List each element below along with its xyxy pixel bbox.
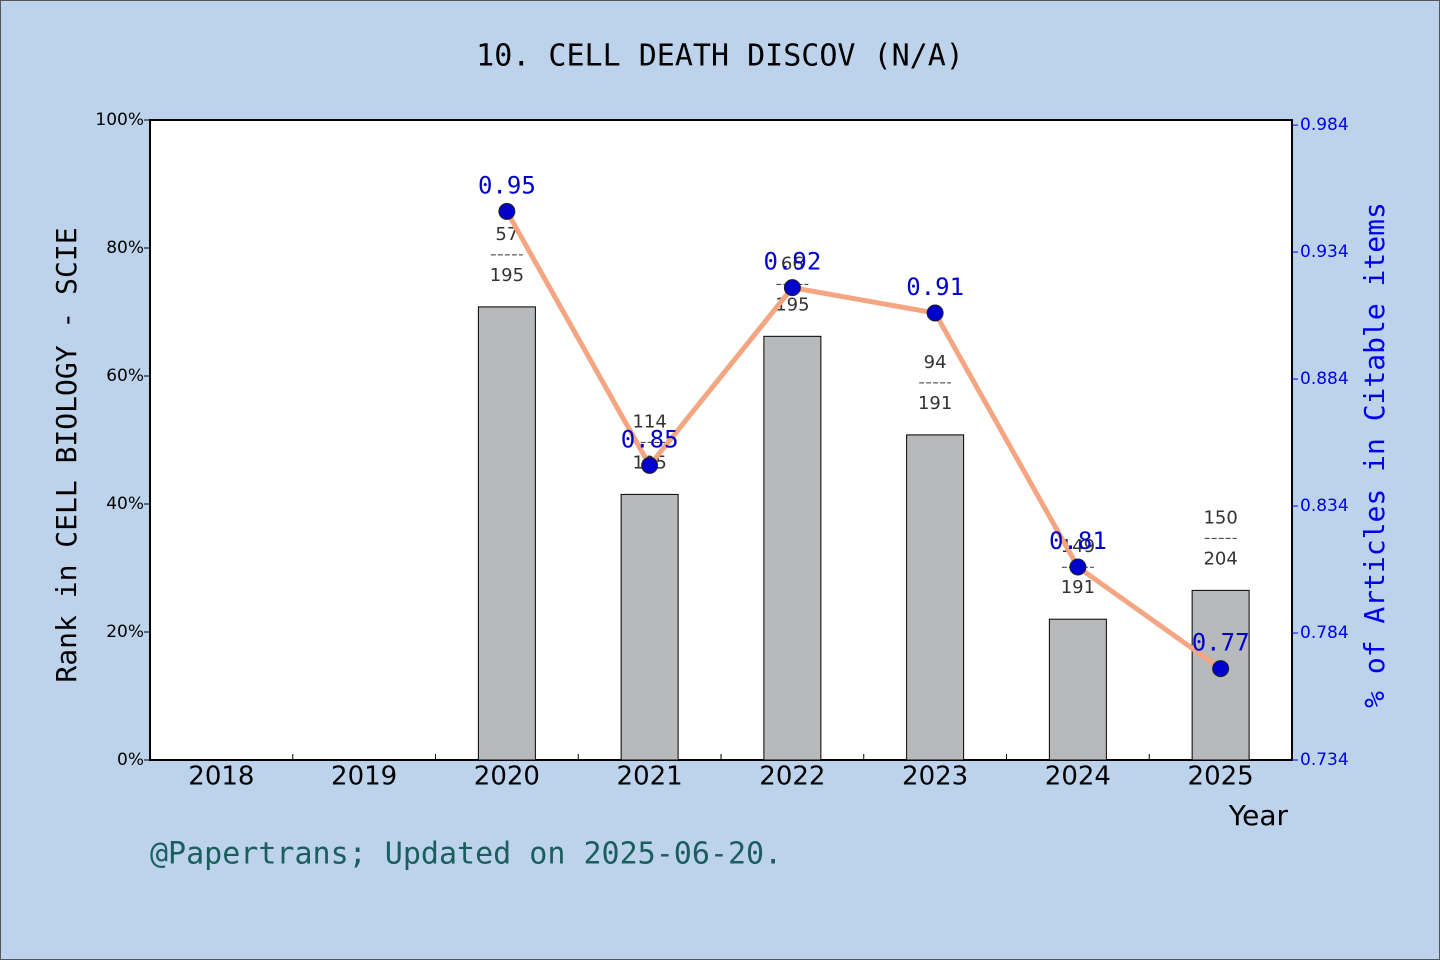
x-tick-label: 2024 (1045, 762, 1111, 792)
value-label: 0.85 (621, 425, 679, 453)
x-tick-label: 2022 (759, 762, 825, 792)
point (1069, 558, 1087, 576)
value-label: 0.77 (1192, 629, 1250, 657)
value-label: 0.91 (906, 273, 964, 301)
y2-axis-label: % of Articles in Citable items (1358, 202, 1391, 708)
y-tick-label: 0% (117, 750, 144, 770)
y-tick-label: 40% (106, 494, 144, 514)
bar (906, 434, 965, 761)
total-label: 195 (490, 265, 524, 286)
x-tick-label: 2023 (902, 762, 968, 792)
total-label: 204 (1203, 548, 1237, 569)
y2-tick-label: 0.934 (1300, 242, 1349, 262)
plot-area (149, 119, 1293, 761)
x-tick-label: 2020 (474, 762, 540, 792)
rank-label: 66 (781, 253, 804, 274)
total-label: 191 (918, 393, 952, 414)
total-label: 191 (1061, 577, 1095, 598)
value-label: 0.95 (478, 171, 536, 199)
line (504, 210, 1223, 671)
y-axis-label: Rank in CELL BIOLOGY - SCIE (50, 227, 83, 682)
value-label: 0.81 (1049, 527, 1107, 555)
point (498, 202, 516, 220)
bar (620, 493, 679, 761)
y2-tick-label: 0.884 (1300, 369, 1349, 389)
point (926, 304, 944, 322)
x-tick-label: 2019 (331, 762, 397, 792)
y2-tick-label: 0.734 (1300, 750, 1349, 770)
value-label: 0.92 (763, 248, 821, 276)
bar (1048, 618, 1107, 761)
point (1212, 660, 1230, 678)
y2-tick-label: 0.784 (1300, 623, 1349, 643)
x-axis-label: Year (1228, 799, 1289, 832)
y2-tick-label: 0.834 (1300, 496, 1349, 516)
y2-tick-label: 0.984 (1300, 115, 1349, 135)
chart-title: 10. CELL DEATH DISCOV (N/A) (476, 39, 964, 74)
x-tick-label: 2018 (188, 762, 254, 792)
y-tick-label: 60% (106, 366, 144, 386)
y-tick-label: 100% (95, 110, 144, 130)
y-tick-label: 20% (106, 622, 144, 642)
footer: @Papertrans; Updated on 2025-06-20. (150, 837, 782, 872)
bar (477, 306, 536, 761)
point (641, 456, 659, 474)
x-tick-label: 2025 (1188, 762, 1254, 792)
rank-label: 150 (1203, 507, 1237, 528)
rank-label: 114 (632, 411, 666, 432)
x-tick-label: 2021 (617, 762, 683, 792)
rank-label: 57 (495, 224, 518, 245)
bar (763, 335, 822, 761)
y-tick-label: 80% (106, 238, 144, 258)
rank-label: 94 (924, 352, 947, 373)
point (783, 279, 801, 297)
